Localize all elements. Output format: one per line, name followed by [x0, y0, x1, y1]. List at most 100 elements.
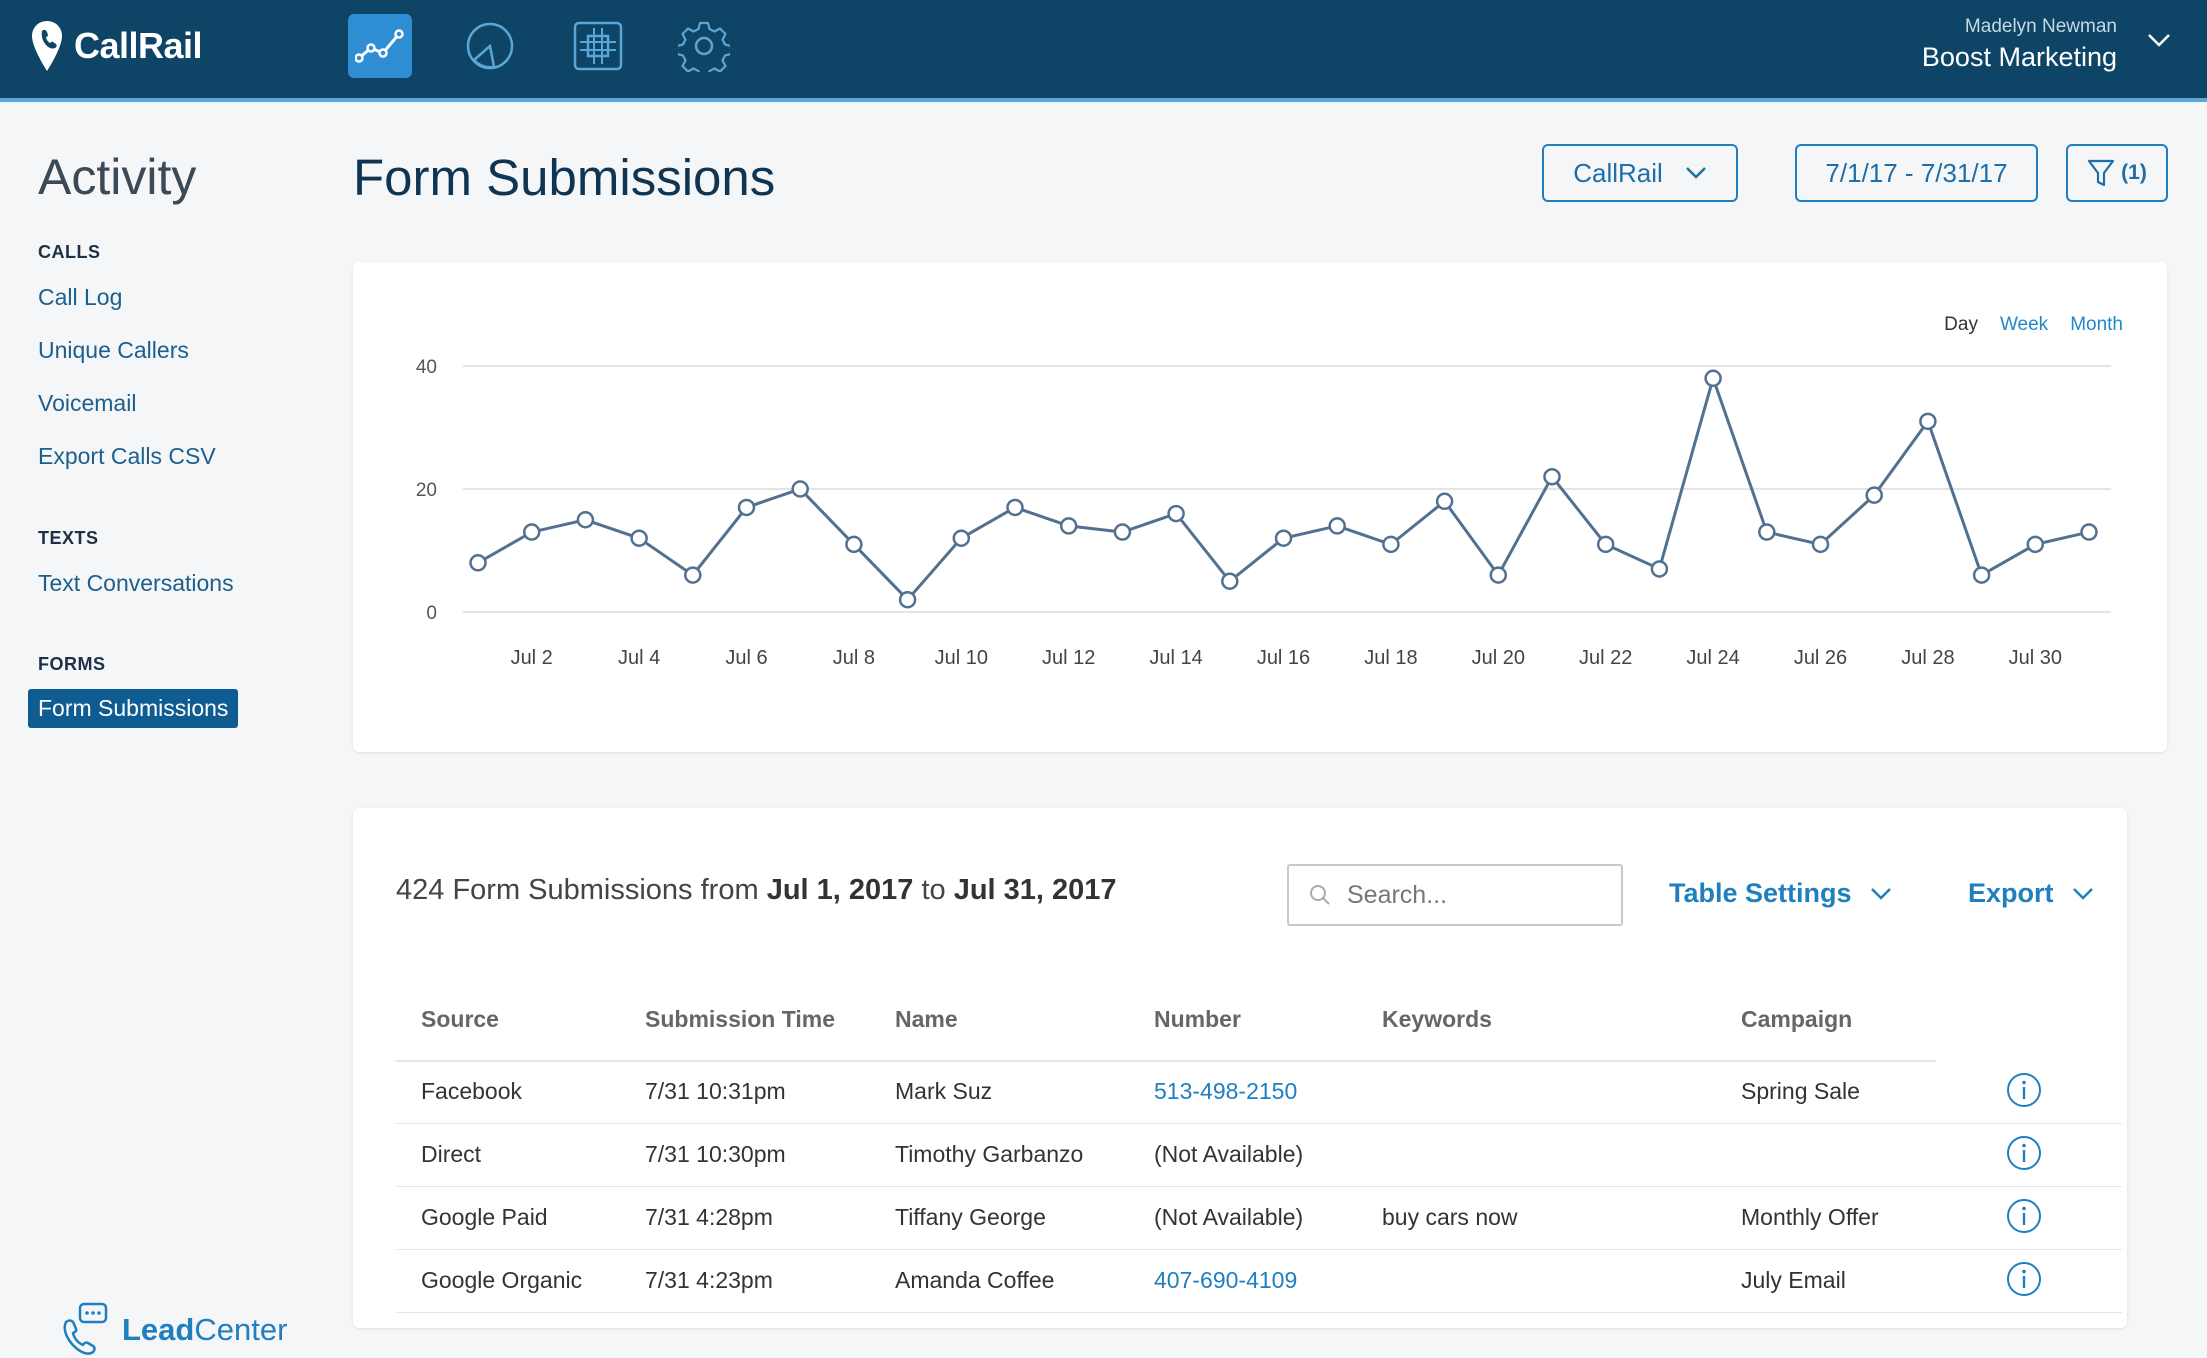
table-settings-label: Table Settings [1669, 878, 1852, 908]
data-point[interactable] [1543, 467, 1561, 486]
range-tab-week[interactable]: Week [1999, 314, 2049, 335]
data-point[interactable] [1704, 369, 1722, 388]
column-header-name[interactable]: Name [895, 1006, 958, 1032]
date-range-button[interactable]: 7/1/17 - 7/31/17 [1795, 144, 2038, 202]
x-tick-label: Jul 12 [1042, 647, 1095, 669]
nav-activity[interactable] [348, 14, 412, 78]
data-point[interactable] [1596, 535, 1615, 554]
range-tab-day[interactable]: Day [1944, 314, 1978, 335]
x-tick-label: Jul 22 [1579, 647, 1632, 669]
cell-name: Tiffany George [895, 1204, 1046, 1230]
table-settings-button[interactable]: Table Settings [1669, 878, 1892, 909]
table-row[interactable]: Google Paid 7/31 4:28pm Tiffany George (… [396, 1186, 2122, 1250]
data-point[interactable] [1489, 566, 1508, 584]
table-row[interactable]: Facebook 7/31 10:31pm Mark Suz 513-498-2… [396, 1060, 2122, 1124]
data-point[interactable] [2026, 535, 2045, 554]
chevron-down-icon[interactable] [2147, 32, 2171, 48]
x-tick-label: Jul 10 [935, 647, 988, 669]
data-point[interactable] [1221, 572, 1239, 590]
data-point[interactable] [576, 511, 595, 529]
column-header-campaign[interactable]: Campaign [1741, 1006, 1853, 1032]
data-point[interactable] [898, 590, 917, 609]
company-select[interactable]: CallRail [1542, 144, 1738, 202]
data-point[interactable] [1650, 560, 1669, 578]
data-point[interactable] [1274, 529, 1293, 547]
x-tick-label: Jul 6 [725, 647, 767, 669]
data-point[interactable] [737, 498, 756, 517]
activity-chart-icon [355, 29, 404, 63]
nav-integrations[interactable] [566, 14, 630, 78]
data-point[interactable] [1006, 498, 1024, 517]
cell-number-link[interactable]: 407-690-4109 [1154, 1267, 1298, 1293]
filter-count: (1) [2121, 161, 2147, 184]
data-point[interactable] [1972, 566, 1991, 584]
filter-button[interactable]: (1) [2066, 144, 2168, 202]
app-name: CallRail [74, 25, 203, 66]
data-point[interactable] [684, 566, 702, 584]
filter-funnel-icon [2088, 159, 2115, 187]
cell-campaign: July Email [1741, 1267, 1846, 1293]
sidebar-item-unique-callers[interactable]: Unique Callers [38, 337, 189, 363]
nav-settings[interactable] [672, 14, 736, 78]
x-tick-label: Jul 20 [1472, 647, 1525, 669]
sidebar-item-voicemail[interactable]: Voicemail [38, 390, 137, 416]
data-point[interactable] [522, 523, 541, 541]
data-point[interactable] [791, 480, 809, 498]
data-point[interactable] [1865, 486, 1883, 504]
top-navigation-bar: CallRail Madelyn Ne [0, 0, 2207, 102]
data-point[interactable] [1167, 504, 1185, 523]
search-box[interactable] [1287, 864, 1623, 926]
info-icon[interactable] [2006, 1072, 2042, 1108]
data-point[interactable] [469, 554, 487, 572]
cell-source: Facebook [421, 1078, 523, 1104]
leadcenter-link[interactable]: LeadCenter [60, 1302, 287, 1358]
sidebar-item-call-log[interactable]: Call Log [38, 284, 123, 310]
data-point[interactable] [1328, 517, 1346, 535]
chart-points [469, 369, 2098, 609]
chart-x-axis: Jul 2 Jul 4 Jul 6 Jul 8 Jul 10 Jul 12 Jul 14 Ju… [511, 647, 2062, 669]
data-point[interactable] [1919, 412, 1937, 431]
cell-keywords: buy cars now [1382, 1204, 1518, 1230]
data-point[interactable] [952, 529, 971, 547]
data-point[interactable] [1059, 517, 1078, 535]
data-point[interactable] [630, 529, 648, 547]
leadcenter-phone-chat-icon [63, 1302, 108, 1355]
range-tab-month[interactable]: Month [2070, 314, 2123, 335]
data-point[interactable] [1113, 523, 1132, 541]
data-point[interactable] [1435, 492, 1454, 511]
table-header: Source Submission Time Name Number Keywo… [396, 986, 1936, 1062]
callrail-logo[interactable]: CallRail [30, 18, 203, 74]
data-point[interactable] [1758, 523, 1776, 541]
cell-source: Google Organic [421, 1267, 583, 1293]
sidebar-item-form-submissions[interactable]: Form Submissions [28, 689, 239, 728]
search-input[interactable] [1345, 879, 1599, 911]
cell-number-link[interactable]: 513-498-2150 [1154, 1078, 1298, 1104]
table-summary: 424 Form Submissions from Jul 1, 2017 to… [396, 874, 1117, 906]
chart-card: Day Week Month 0 20 40 Jul 2 Jul 4 Jul 6 Jul … [353, 262, 2167, 752]
chart-grid [463, 365, 2111, 613]
data-point[interactable] [1382, 535, 1400, 554]
export-button[interactable]: Export [1968, 878, 2094, 909]
account-switcher[interactable]: Madelyn Newman Boost Marketing [1922, 16, 2117, 73]
nav-reports[interactable] [458, 14, 522, 78]
settings-gear-icon [678, 21, 730, 72]
cell-name: Timothy Garbanzo [895, 1141, 1084, 1167]
info-icon[interactable] [2006, 1198, 2042, 1234]
column-header-number[interactable]: Number [1154, 1006, 1241, 1032]
info-icon[interactable] [2006, 1261, 2042, 1297]
column-header-submission-time[interactable]: Submission Time [645, 1006, 836, 1032]
column-header-keywords[interactable]: Keywords [1382, 1006, 1492, 1032]
data-point[interactable] [845, 535, 863, 554]
data-point[interactable] [1811, 535, 1830, 554]
data-point[interactable] [2080, 523, 2098, 541]
x-tick-label: Jul 4 [618, 647, 660, 669]
sidebar-item-export-calls-csv[interactable]: Export Calls CSV [38, 443, 216, 469]
sidebar-item-text-conversations[interactable]: Text Conversations [38, 570, 234, 596]
table-row[interactable]: Google Organic 7/31 4:23pm Amanda Coffee… [396, 1249, 2122, 1313]
date-range-value: 7/1/17 - 7/31/17 [1825, 157, 2008, 188]
export-label: Export [1968, 878, 2054, 908]
info-icon[interactable] [2006, 1135, 2042, 1171]
table-row[interactable]: Direct 7/31 10:30pm Timothy Garbanzo (No… [396, 1123, 2122, 1187]
integrations-icon [573, 21, 623, 71]
column-header-source[interactable]: Source [421, 1006, 499, 1032]
